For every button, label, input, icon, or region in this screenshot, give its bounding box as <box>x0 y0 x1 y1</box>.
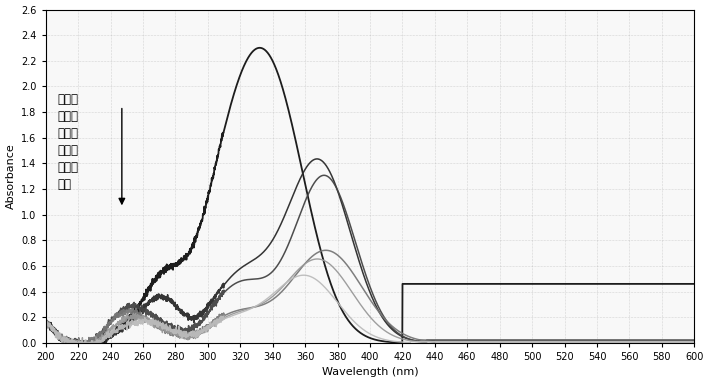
Y-axis label: Absorbance: Absorbance <box>6 143 16 209</box>
Text: 芹菜素
山奈酚
槲皮素
杨梅素
杨梅苷
芦丁: 芹菜素 山奈酚 槲皮素 杨梅素 杨梅苷 芦丁 <box>57 93 78 191</box>
X-axis label: Wavelength (nm): Wavelength (nm) <box>322 367 418 377</box>
